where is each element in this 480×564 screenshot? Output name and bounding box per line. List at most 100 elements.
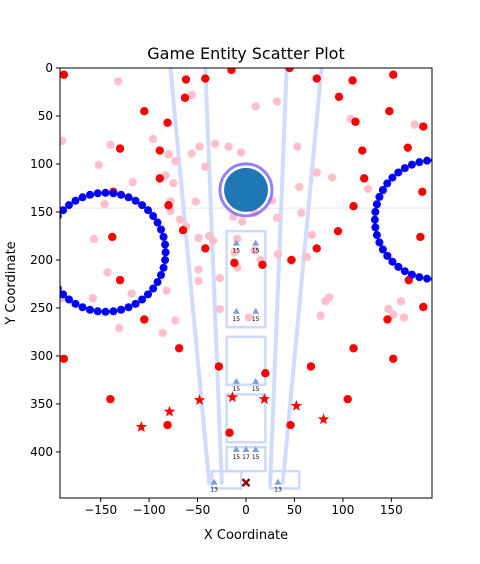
red-entity-point — [416, 233, 424, 241]
pink-entity-point — [316, 311, 324, 319]
red-entity-point — [175, 344, 183, 352]
pink-entity-point — [364, 185, 372, 193]
pink-entity-point — [171, 316, 179, 324]
pink-entity-point — [103, 268, 111, 276]
pink-entity-point — [297, 209, 305, 217]
unit-marker-label: 17 — [242, 454, 250, 461]
blue-ring-point — [125, 193, 133, 201]
red-entity-point — [230, 259, 238, 267]
red-entity-point — [140, 107, 148, 115]
y-tick-label: 250 — [30, 301, 53, 315]
pink-entity-point — [194, 277, 202, 285]
pink-entity-point — [313, 168, 321, 176]
red-entity-point — [349, 202, 357, 210]
pink-entity-point — [169, 179, 177, 187]
pink-entity-point — [209, 237, 217, 245]
red-entity-point — [335, 93, 343, 101]
unit-marker-label: 15 — [252, 316, 260, 323]
red-entity-point — [156, 146, 164, 154]
y-tick-label: 0 — [45, 61, 53, 75]
red-entity-point — [181, 94, 189, 102]
pink-entity-point — [293, 143, 301, 151]
x-axis-label: X Coordinate — [204, 528, 288, 543]
red-entity-point — [360, 174, 368, 182]
pink-entity-point — [238, 217, 246, 225]
blue-ring-point — [102, 189, 110, 197]
pink-entity-point — [410, 120, 418, 128]
pink-entity-point — [194, 234, 202, 242]
red-entity-point — [286, 421, 294, 429]
blue-ring-point — [371, 216, 379, 224]
y-tick-label: 50 — [38, 109, 53, 123]
red-entity-point — [164, 201, 172, 209]
red-entity-point — [344, 395, 352, 403]
y-tick-label: 200 — [30, 253, 53, 267]
red-entity-point — [201, 74, 209, 82]
unit-marker-label: 15 — [232, 248, 240, 255]
blue-ring-point — [379, 245, 387, 253]
pink-entity-point — [158, 329, 166, 337]
pink-entity-point — [216, 274, 224, 282]
blue-ring-point — [79, 193, 87, 201]
blue-ring-point — [162, 248, 170, 256]
chart-title: Game Entity Scatter Plot — [147, 44, 344, 63]
blue-ring-point — [154, 219, 162, 227]
red-entity-point — [108, 233, 116, 241]
pink-entity-point — [216, 305, 224, 313]
pink-entity-point — [194, 265, 202, 273]
pink-entity-point — [89, 294, 97, 302]
blue-ring-point — [373, 231, 381, 239]
red-entity-point — [163, 421, 171, 429]
red-entity-point — [389, 71, 397, 79]
blue-ring-point — [117, 306, 125, 314]
y-tick-label: 300 — [30, 349, 53, 363]
red-entity-point — [313, 244, 321, 252]
blue-ring-point — [65, 201, 73, 209]
red-entity-point — [349, 344, 357, 352]
pink-entity-point — [127, 289, 135, 297]
unit-marker-label: 13 — [210, 487, 218, 494]
blue-ring-point — [160, 264, 168, 272]
red-entity-point — [163, 119, 171, 127]
red-entity-point — [156, 174, 164, 182]
red-entity-point — [60, 355, 68, 363]
blue-ring-point — [408, 161, 416, 169]
blue-ring-point — [94, 189, 102, 197]
red-entity-point — [358, 146, 366, 154]
y-axis-label: Y Coordinate — [4, 241, 19, 325]
red-entity-point — [201, 244, 209, 252]
blue-ring-point — [72, 300, 80, 308]
red-entity-point — [215, 362, 223, 370]
blue-ring-point — [401, 267, 409, 275]
blue-ring-point — [375, 238, 383, 246]
red-entity-point — [179, 226, 187, 234]
x-tick-label: 0 — [242, 503, 250, 517]
pink-entity-point — [328, 173, 336, 181]
pink-entity-point — [321, 297, 329, 305]
y-tick-label: 100 — [30, 157, 53, 171]
red-entity-point — [404, 143, 412, 151]
blue-ring-point — [79, 303, 87, 311]
blue-ring-point — [423, 275, 431, 283]
unit-marker-label: 15 — [252, 454, 260, 461]
unit-marker-label: 15 — [252, 386, 260, 393]
blue-ring-point — [375, 193, 383, 201]
player-entity — [224, 168, 268, 212]
blue-ring-point — [132, 300, 140, 308]
pink-entity-point — [211, 140, 219, 148]
blue-ring-point — [72, 197, 80, 205]
pink-entity-point — [95, 161, 103, 169]
pink-entity-point — [308, 231, 316, 239]
red-entity-point — [419, 303, 427, 311]
y-tick-label: 150 — [30, 205, 53, 219]
pink-entity-point — [397, 297, 405, 305]
blue-ring-point — [157, 226, 165, 234]
unit-marker-label: 15 — [232, 386, 240, 393]
blue-ring-point — [94, 307, 102, 315]
blue-ring-point — [86, 191, 94, 199]
blue-ring-point — [401, 164, 409, 172]
red-entity-point — [116, 144, 124, 152]
red-entity-point — [261, 369, 269, 377]
pink-entity-point — [224, 143, 232, 151]
